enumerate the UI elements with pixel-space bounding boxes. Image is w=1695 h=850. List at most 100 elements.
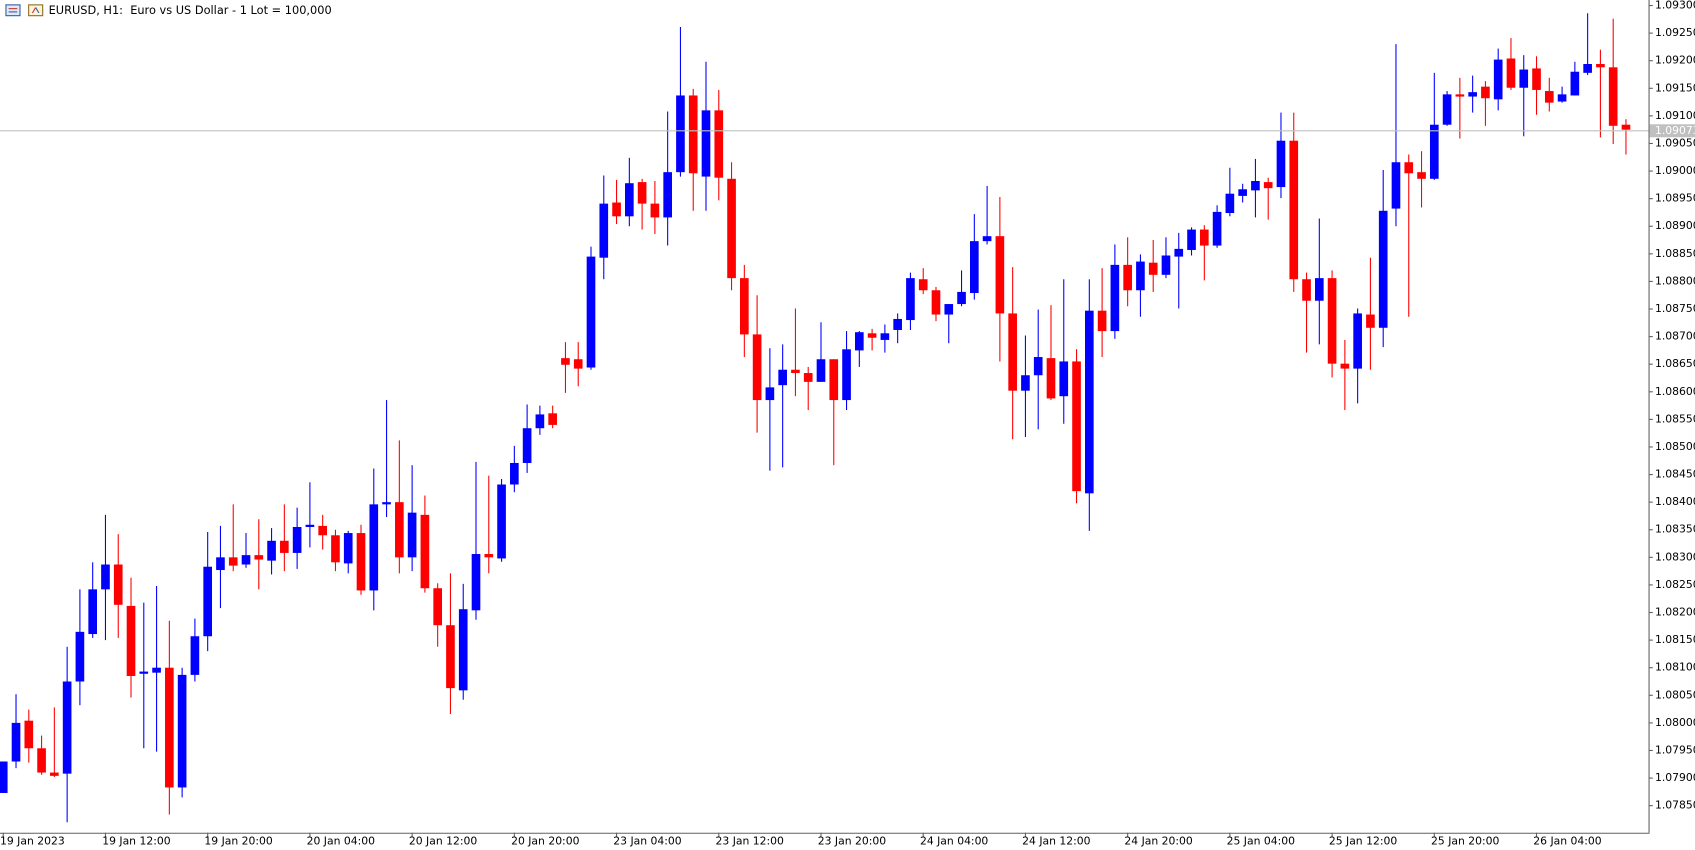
candle-body [382,502,391,505]
candle-body [318,525,328,536]
candle-body [1468,92,1477,97]
candle-body [752,334,762,401]
candle-body [1199,229,1209,246]
candle-body [1608,67,1618,126]
candle-body [126,605,136,676]
candle-body [292,526,302,553]
candle-body [395,502,404,558]
candle-body [969,241,979,294]
y-tick-label: 1.09250 [1655,26,1695,39]
candle-body [1417,172,1426,179]
candle-body [331,535,340,563]
candle-body [420,514,430,589]
candle-body [484,554,494,558]
y-tick-label: 1.07850 [1655,799,1695,812]
candle-body [1187,229,1196,250]
candle-body [1506,58,1516,88]
x-tick-label: 20 Jan 12:00 [409,834,477,847]
candle-body [637,182,647,204]
candle-body [1532,68,1541,90]
candle-body [216,557,225,571]
candle-body [944,304,954,315]
x-tick-label: 25 Jan 12:00 [1329,834,1397,847]
candle-body [1148,262,1158,275]
candle-body [625,183,634,217]
candle-body [548,413,557,425]
x-tick-label: 23 Jan 04:00 [613,834,681,847]
candle-body [650,203,660,218]
x-tick-label: 24 Jan 20:00 [1124,834,1192,847]
x-tick-label: 25 Jan 04:00 [1227,834,1295,847]
candle-body [1314,278,1324,301]
candle-body [203,566,213,637]
candle-body [1302,279,1311,301]
y-tick-label: 1.08300 [1655,550,1695,563]
y-tick-label: 1.08500 [1655,440,1695,453]
candle-body [510,462,519,485]
candle-body [1544,91,1554,103]
y-tick-label: 1.08450 [1655,468,1695,481]
y-tick-label: 1.09300 [1655,0,1695,12]
y-tick-label: 1.08850 [1655,247,1695,260]
candle-body [433,588,442,626]
candle-body [1059,361,1069,397]
candle-body [1621,124,1631,130]
candle-body [663,172,672,218]
candle-body [982,236,992,242]
candle-body [458,609,468,691]
candle-body [791,369,800,374]
candle-body [1276,140,1286,188]
candle-body [842,349,851,401]
y-tick-label: 1.08600 [1655,385,1695,398]
candle-body [1212,211,1222,246]
candle-body [1366,314,1375,328]
candle-body [88,589,98,635]
candle-body [1378,210,1388,328]
chart-icon [5,4,21,17]
candle-body [241,555,251,565]
plot-area [0,13,1649,823]
symbol-icon [28,4,44,17]
y-tick-label: 1.08550 [1655,412,1695,425]
candle-body [1136,261,1145,291]
candle-body [612,202,621,217]
candle-body [1519,69,1529,88]
candle-body [893,318,902,330]
candle-body [1174,248,1184,257]
candle-body [0,761,8,793]
candle-body [1008,313,1017,391]
x-tick-label: 24 Jan 04:00 [920,834,988,847]
candle-body [1110,264,1120,332]
x-tick-label: 23 Jan 12:00 [716,834,784,847]
candle-body [1442,94,1452,125]
candle-body [446,625,455,689]
candle-body [957,291,966,305]
candle-body [1238,189,1247,196]
y-tick-label: 1.09200 [1655,54,1695,67]
candle-body [931,290,941,315]
candle-body [228,557,238,566]
candle-body [50,772,59,776]
candle-body [24,720,34,749]
y-tick-label: 1.08200 [1655,606,1695,619]
current-price-box [1649,124,1695,138]
candle-body [727,178,736,279]
candle-body [139,671,149,674]
candle-body [407,512,417,558]
candle-body [190,636,200,675]
candle-body [561,358,570,365]
x-tick-label: 19 Jan 20:00 [204,834,272,847]
current-price-label: 1.09073 [1655,124,1695,137]
candle-body [1263,182,1273,189]
candle-body [1340,363,1350,369]
candle-body [1583,64,1592,73]
y-tick-label: 1.08750 [1655,302,1695,315]
y-tick-label: 1.08800 [1655,274,1695,287]
y-tick-label: 1.08000 [1655,716,1695,729]
candle-body [471,554,481,611]
candle-body [1046,358,1056,399]
y-tick-label: 1.08150 [1655,633,1695,646]
candle-body [75,631,85,682]
